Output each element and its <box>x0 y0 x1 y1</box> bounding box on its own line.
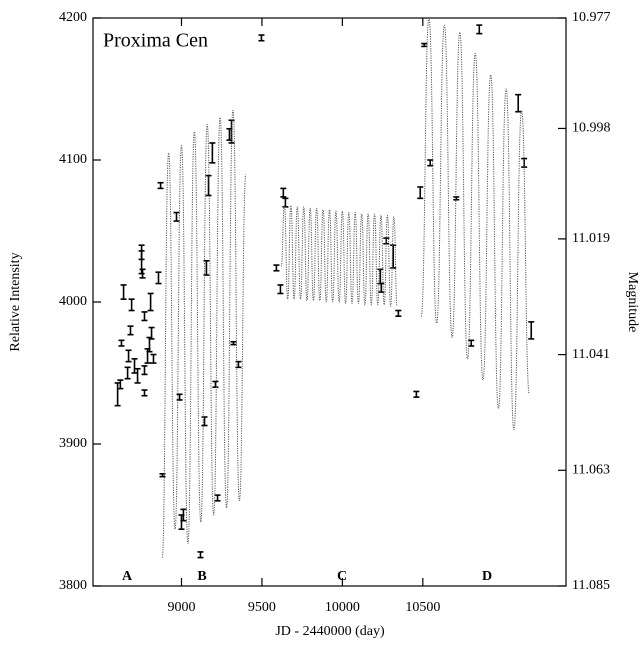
y-tick-label: 3900 <box>59 436 87 451</box>
error-bar <box>125 349 132 363</box>
annotation: B <box>197 569 206 584</box>
error-bar <box>141 389 148 397</box>
error-bar <box>528 321 535 340</box>
error-bar <box>131 357 138 374</box>
y-tick-label: 3800 <box>59 578 87 593</box>
y-tick-label: 4200 <box>59 10 87 25</box>
error-bar <box>421 42 428 48</box>
error-bar <box>141 311 148 322</box>
annotation: D <box>482 569 492 584</box>
y2-tick-label: 10.998 <box>572 121 611 136</box>
error-bar <box>201 416 208 427</box>
error-bar <box>205 174 212 197</box>
y2-tick-label: 11.019 <box>572 231 610 246</box>
error-bar <box>427 159 434 167</box>
chart-title: Proxima Cen <box>103 30 208 52</box>
error-bar <box>395 309 402 318</box>
y-axis-label: Relative Intensity <box>8 252 23 351</box>
error-bar <box>515 93 522 113</box>
x-tick-label: 10000 <box>325 600 360 615</box>
error-bar <box>212 380 219 389</box>
y2-tick-label: 11.041 <box>572 347 610 362</box>
y2-tick-label: 10.977 <box>572 10 611 25</box>
error-bar <box>277 284 284 295</box>
error-bar <box>273 264 280 272</box>
error-bar <box>176 393 183 401</box>
error-bar <box>197 551 204 559</box>
error-bar <box>173 211 180 222</box>
x-tick-label: 9000 <box>167 600 195 615</box>
error-bar <box>417 186 424 200</box>
error-bar <box>258 34 265 42</box>
error-bar <box>117 379 124 390</box>
error-bar <box>124 366 131 380</box>
y-tick-label: 4000 <box>59 294 87 309</box>
annotation: A <box>122 569 133 584</box>
y2-tick-label: 11.085 <box>572 578 610 593</box>
error-bar <box>118 339 125 347</box>
error-bar <box>476 24 483 35</box>
error-bar <box>147 292 154 312</box>
error-bar <box>377 268 384 285</box>
plot-area <box>114 18 535 559</box>
error-bar <box>128 298 135 312</box>
error-bar <box>209 142 216 164</box>
y-tick-label: 4100 <box>59 152 87 167</box>
y2-axis-label: Magnitude <box>625 272 640 333</box>
error-bar <box>155 271 162 285</box>
error-bar <box>134 367 141 384</box>
error-bar <box>150 353 157 364</box>
model-curve <box>161 18 530 559</box>
error-bar <box>141 365 148 376</box>
error-bar <box>180 508 187 522</box>
x-tick-label: 9500 <box>248 600 276 615</box>
error-bar <box>159 473 166 478</box>
error-bar <box>120 284 127 300</box>
error-bar <box>138 250 145 275</box>
y2-tick-label: 11.063 <box>572 463 610 478</box>
error-bar <box>214 494 221 502</box>
x-tick-label: 10500 <box>405 600 440 615</box>
annotation: C <box>337 569 347 584</box>
error-bar <box>148 326 155 340</box>
error-bar <box>282 197 289 208</box>
error-bar <box>139 268 146 279</box>
error-bar <box>413 390 420 398</box>
error-bar <box>127 325 134 336</box>
error-bar <box>230 340 237 346</box>
error-bar <box>280 187 287 198</box>
x-axis-label: JD - 2440000 (day) <box>275 624 385 639</box>
error-bar <box>157 181 164 190</box>
